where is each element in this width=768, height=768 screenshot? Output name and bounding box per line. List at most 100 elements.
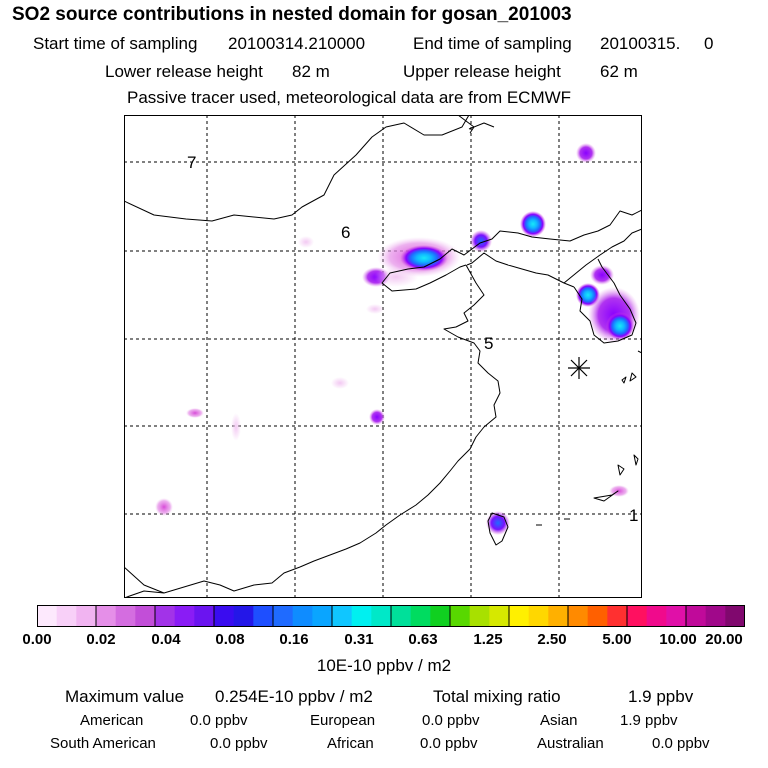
plume-north-2 [520,211,546,237]
grid-label-5: 5 [484,334,493,353]
colorbar-swatch [646,605,667,627]
colorbar-swatch [292,605,313,627]
colorbar-swatch [410,605,431,627]
region-name: Australian [537,735,604,752]
colorbar-swatch [253,605,274,627]
colorbar-swatch [587,605,608,627]
plume-central [369,409,385,425]
colorbar-swatch [214,605,235,627]
colorbar-swatch [548,605,569,627]
max-value-label: Maximum value [65,687,185,706]
plot-title: SO2 source contributions in nested domai… [12,4,572,25]
colorbar-swatch [607,605,628,627]
map-frame [124,115,642,598]
region-name: South American [50,735,156,752]
plume-west-light [374,267,418,287]
colorbar-swatch [469,605,490,627]
colorbar-swatch [312,605,333,627]
colorbar-tick: 0.63 [408,631,438,648]
colorbar-swatch [96,605,117,627]
lower-height-value: 82 m [292,62,330,81]
colorbar-swatch [174,605,195,627]
colorbar-tick: 1.25 [473,631,503,648]
colorbar-swatch [705,605,726,627]
asterisk-marker [568,357,590,379]
lower-height-label: Lower release height [105,62,263,81]
colorbar-swatch [666,605,687,627]
colorbar-swatch [509,605,530,627]
colorbar-swatch [391,605,412,627]
plume-faint-4 [186,408,204,418]
colorbar-swatch [37,605,58,627]
plume-korea-south-core [606,312,634,340]
grid-label-1: 1 [629,506,638,525]
upper-height-value: 62 m [600,62,638,81]
plume-korea-north [590,265,614,285]
colorbar-frame [37,605,745,627]
end-time-value: 20100315. 0 [600,34,714,53]
region-value: 0.0 ppbv [652,735,710,752]
colorbar-swatch [56,605,77,627]
colorbar-swatch [115,605,136,627]
start-time-label: Start time of sampling [33,34,198,53]
region-name: European [310,712,376,729]
plume-northeast [576,143,596,163]
colorbar-swatch [76,605,97,627]
plume-north-1 [470,230,492,252]
region-value: 0.0 ppbv [210,735,268,752]
region-name: Asian [540,712,578,729]
colorbar-swatch [155,605,176,627]
region-value: 1.9 ppbv [620,712,678,729]
colorbar-tick: 0.00 [22,631,52,648]
colorbar-swatch [450,605,471,627]
total-mixing-label: Total mixing ratio [433,687,561,706]
colorbar-tick: 0.31 [344,631,374,648]
colorbar-tick: 0.08 [215,631,245,648]
colorbar-tick: 0.04 [151,631,181,648]
plume-southwest [155,498,173,516]
region-value: 0.0 ppbv [190,712,248,729]
end-time-label: End time of sampling [413,34,572,53]
plume-faint-1 [298,236,314,248]
plume-faint-5 [231,413,241,441]
grid-label-6: 6 [341,223,350,242]
colorbar-units: 10E-10 ppbv / m2 [316,656,452,675]
max-value: 0.254E-10 ppbv / m2 [215,687,373,706]
colorbar-swatch [233,605,254,627]
colorbar-swatch [528,605,549,627]
coastlines [124,115,642,598]
colorbar-swatch [627,605,648,627]
total-mixing-value: 1.9 ppbv [628,687,694,706]
colorbar-tick: 20.00 [705,631,743,648]
colorbar-swatch [194,605,215,627]
colorbar-swatch [568,605,589,627]
plume-faint-3 [331,377,349,389]
lat-lon-grid [124,115,642,598]
colorbar-tick: 0.02 [86,631,116,648]
region-name: American [80,712,144,729]
colorbar-swatch [273,605,294,627]
colorbar-swatch [371,605,392,627]
region-value: 0.0 ppbv [420,735,478,752]
plume-faint-2 [366,304,384,314]
plume-beijing-core [400,245,448,271]
colorbar-swatch [351,605,372,627]
colorbar-swatch [489,605,510,627]
colorbar-tick: 2.50 [537,631,567,648]
domain-map: 7 6 5 1 [124,115,642,598]
colorbar-swatch [332,605,353,627]
colorbar-swatch [686,605,707,627]
colorbar-swatch [725,605,745,627]
grid-label-7: 7 [187,153,196,172]
start-time-value: 20100314.210000 [228,34,366,53]
colorbar-swatch [135,605,156,627]
color-scale-bar [37,605,745,627]
region-value: 0.0 ppbv [422,712,480,729]
colorbar-tick: 0.16 [279,631,309,648]
colorbar-swatch [430,605,451,627]
colorbar-tick: 5.00 [602,631,632,648]
tracer-note: Passive tracer used, meteorological data… [127,88,572,107]
region-name: African [327,735,374,752]
colorbar-tick: 10.00 [659,631,697,648]
upper-height-label: Upper release height [403,62,561,81]
